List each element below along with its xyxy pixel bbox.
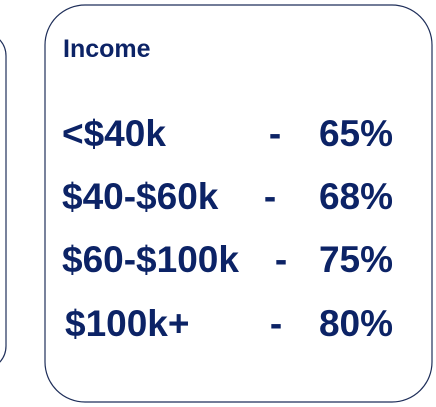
row-label: <$40k: [62, 113, 166, 154]
income-panel: [44, 4, 433, 403]
row-label: $60-$100k: [62, 239, 239, 280]
row-label: $100k+: [65, 303, 190, 344]
row-separator: -: [270, 303, 282, 344]
row-value: 75%: [319, 239, 393, 280]
row-separator: -: [269, 113, 281, 154]
panel-title: Income: [63, 35, 151, 63]
row-value: 65%: [319, 113, 393, 154]
row-value: 68%: [319, 176, 393, 217]
row-value: 80%: [319, 303, 393, 344]
row-separator: -: [264, 176, 276, 217]
row-separator: -: [275, 239, 287, 280]
income-rows: <$40k -65%$40-$60k -68%$60-$100k -75%$100k+…: [62, 113, 393, 344]
row-label: $40-$60k: [62, 176, 219, 217]
left-panel-edge: [0, 39, 7, 363]
